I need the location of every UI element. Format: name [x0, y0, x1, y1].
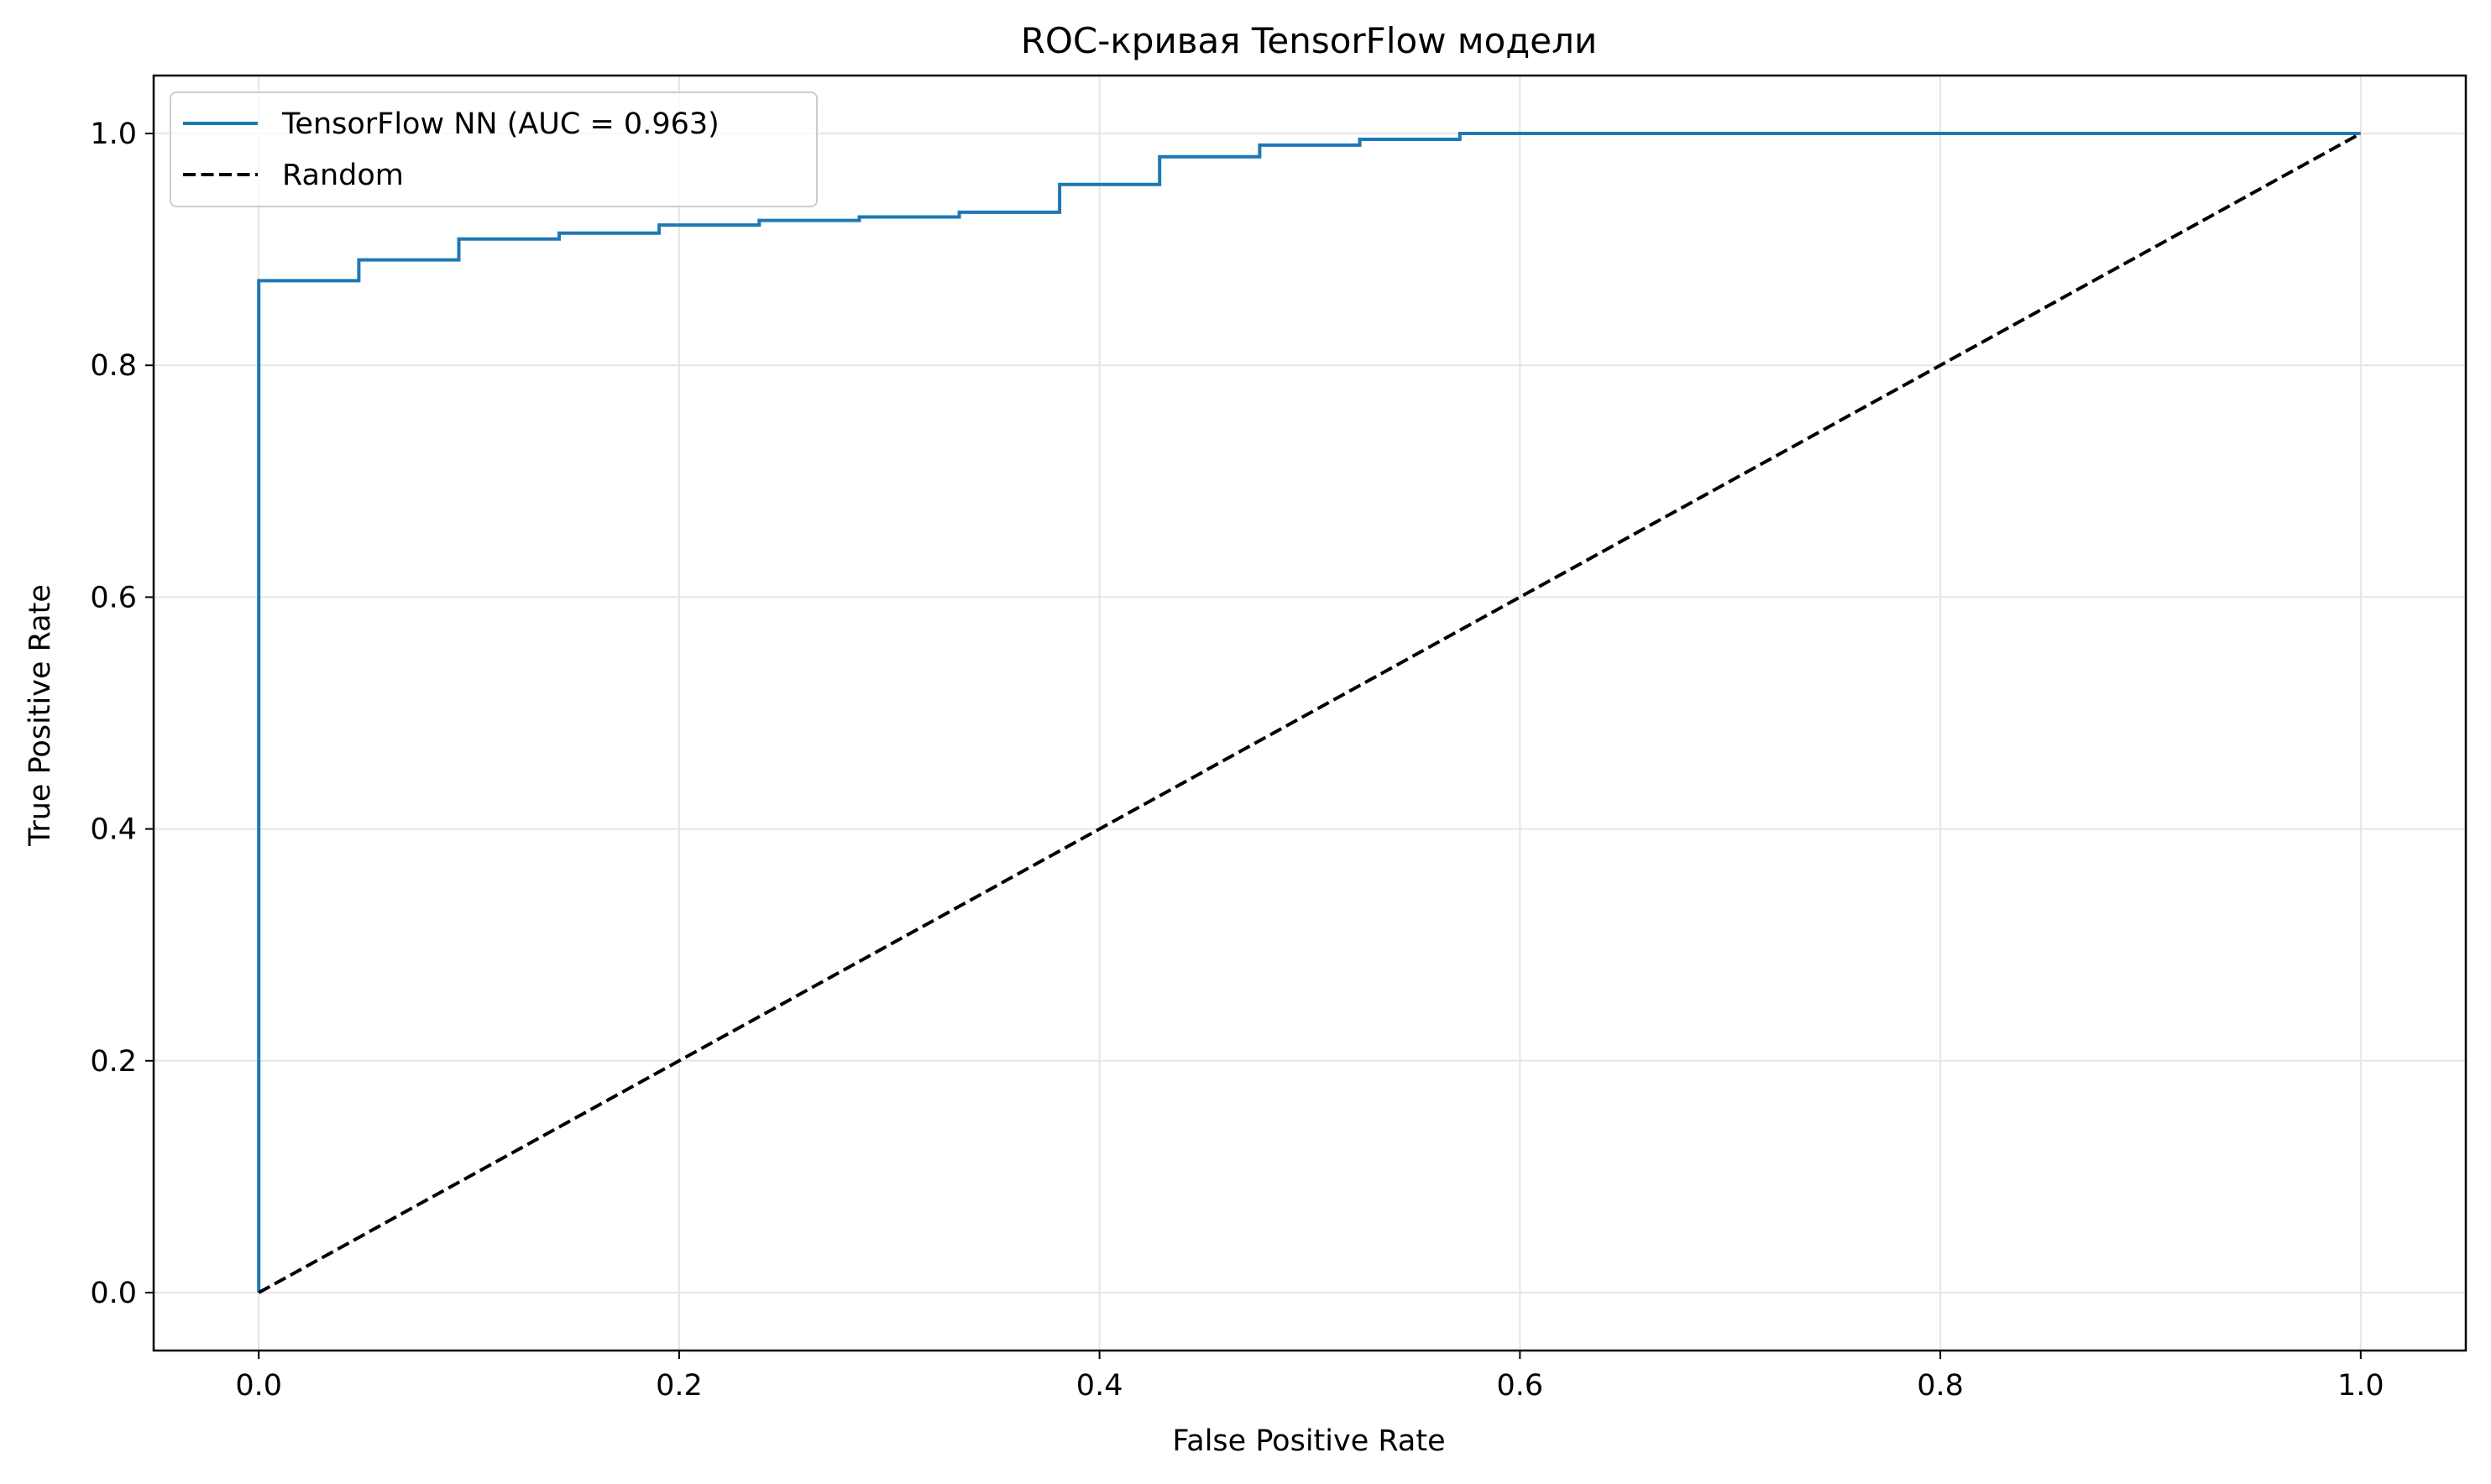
x-tick-label: 0.8 [1917, 1369, 1964, 1403]
y-tick-label: 0.2 [90, 1045, 137, 1079]
x-tick-label: 1.0 [2337, 1369, 2384, 1403]
random-baseline-line [258, 132, 2362, 1294]
x-tick-label: 0.2 [656, 1369, 703, 1403]
x-tick-label: 0.4 [1076, 1369, 1123, 1403]
y-tick-label: 0.4 [90, 813, 137, 847]
plot-series [257, 132, 2362, 1294]
x-axis-label: False Positive Rate [1172, 1424, 1445, 1458]
plot-frame [152, 74, 2467, 1352]
y-tick-label: 0.8 [90, 349, 137, 383]
legend-label: Random [282, 159, 404, 192]
x-tick-label: 0.6 [1497, 1369, 1544, 1403]
legend-frame [170, 91, 818, 207]
legend: TensorFlow NN (AUC = 0.963) Random [170, 91, 818, 207]
y-axis-label: True Positive Rate [24, 584, 57, 847]
y-tick-label: 0.0 [90, 1277, 137, 1310]
y-tick-label: 1.0 [90, 118, 137, 151]
roc-curve-line [257, 132, 2361, 1293]
axis-ticks: 0.0 0.2 0.4 0.6 0.8 1.0 0.0 0.2 0.4 0.6 0.8 1.0 [90, 118, 2384, 1403]
y-tick-label: 0.6 [90, 581, 137, 614]
legend-label: TensorFlow NN (AUC = 0.963) [281, 107, 720, 141]
chart-title: ROC-кривая TensorFlow модели [1021, 20, 1598, 61]
x-tick-label: 0.0 [235, 1369, 282, 1403]
